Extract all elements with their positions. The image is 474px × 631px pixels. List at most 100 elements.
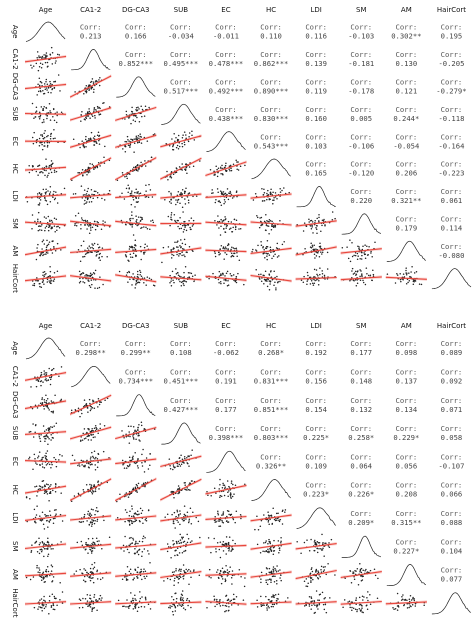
- scatter-point: [307, 582, 309, 584]
- scatter-point: [228, 536, 231, 538]
- scatter-point: [176, 140, 179, 142]
- scatter-point: [139, 591, 141, 593]
- scatter-point: [231, 230, 233, 233]
- scatter-point: [272, 191, 274, 194]
- scatter-point: [45, 54, 47, 56]
- scatter-point: [186, 487, 188, 489]
- scatter-point: [360, 579, 363, 582]
- scatter-point: [96, 518, 99, 521]
- scatter-point: [317, 283, 320, 286]
- scatter-point: [359, 258, 361, 260]
- scatter-point: [135, 108, 137, 111]
- fit-line: [69, 75, 112, 98]
- scatter-point: [124, 118, 126, 120]
- scatter-point: [86, 219, 89, 222]
- scatter-point: [229, 164, 232, 167]
- scatter-point: [37, 218, 39, 220]
- scatter-point: [89, 117, 91, 119]
- scatter-point: [189, 489, 191, 491]
- corr-title: Corr:: [441, 215, 463, 224]
- scatter-point: [267, 189, 269, 192]
- scatter-point: [222, 514, 224, 516]
- scatter-point: [42, 274, 44, 276]
- scatter-point: [176, 271, 179, 274]
- scatter-point: [309, 573, 311, 575]
- scatter-point: [53, 608, 56, 611]
- scatter-point: [149, 453, 151, 455]
- scatter-point: [132, 217, 134, 220]
- scatter-point: [279, 577, 281, 579]
- scatter-point: [141, 108, 144, 111]
- scatter-point: [135, 599, 137, 602]
- scatter-point: [89, 430, 92, 433]
- scatter-point: [264, 280, 267, 282]
- scatter-point: [108, 536, 111, 539]
- scatter-point: [183, 228, 185, 231]
- scatter-point: [207, 537, 210, 539]
- column-label: DG-CA3: [122, 6, 149, 14]
- scatter-point: [217, 167, 220, 170]
- scatter-point: [130, 592, 132, 594]
- scatter-point: [260, 571, 263, 574]
- scatter-point: [96, 540, 99, 543]
- scatter-point: [144, 460, 146, 463]
- scatter-point: [183, 192, 186, 195]
- scatter-point: [143, 575, 145, 578]
- scatter-point: [37, 174, 39, 176]
- scatter-point: [35, 170, 38, 173]
- scatter-point: [405, 267, 407, 269]
- scatter-point: [364, 570, 366, 572]
- scatter-point: [235, 510, 238, 513]
- scatter-point: [362, 281, 365, 284]
- scatter-point: [46, 458, 48, 461]
- scatter-point: [134, 429, 136, 431]
- scatter-point: [92, 491, 95, 493]
- scatter-point: [215, 520, 217, 523]
- scatter-point: [408, 280, 411, 282]
- scatter-point: [222, 219, 225, 222]
- scatter-point: [40, 252, 42, 254]
- scatter-point: [52, 489, 54, 492]
- scatter-point: [39, 440, 42, 443]
- scatter-point: [188, 246, 191, 248]
- scatter-point: [143, 277, 146, 279]
- corr-title: Corr:: [215, 424, 237, 433]
- scatter-point: [41, 511, 44, 513]
- scatter-point: [85, 84, 88, 87]
- scatter-point: [82, 272, 84, 274]
- scatter-point: [41, 134, 43, 136]
- scatter-point: [279, 191, 282, 193]
- scatter-point: [315, 255, 318, 257]
- scatter-point: [108, 190, 111, 192]
- scatter-point: [89, 603, 91, 606]
- scatter-point: [179, 523, 181, 526]
- scatter-point: [96, 142, 98, 145]
- scatter-point: [40, 229, 43, 232]
- scatter-point: [49, 110, 51, 112]
- scatter-point: [207, 494, 209, 497]
- scatter-point: [50, 165, 53, 168]
- scatter-point: [88, 434, 91, 437]
- corr-title: Corr:: [396, 78, 418, 87]
- density-curve: [206, 131, 246, 153]
- scatter-point: [268, 218, 271, 221]
- scatter-point: [323, 598, 325, 600]
- scatter-point: [187, 201, 190, 204]
- scatter-point: [135, 215, 137, 217]
- scatter-point: [374, 241, 376, 244]
- scatter-point: [215, 548, 217, 550]
- scatter-point: [402, 279, 404, 281]
- scatter-point: [185, 224, 187, 227]
- scatter-point: [306, 283, 308, 285]
- scatter-point: [223, 193, 226, 195]
- scatter-point: [53, 190, 55, 193]
- scatter-point: [48, 612, 50, 615]
- scatter-point: [227, 280, 229, 282]
- corr-value: 0.191: [215, 376, 237, 385]
- scatter-point: [56, 111, 58, 113]
- scatter-point: [283, 240, 285, 243]
- scatter-point: [87, 466, 90, 468]
- scatter-point: [266, 240, 269, 242]
- scatter-point: [221, 272, 224, 275]
